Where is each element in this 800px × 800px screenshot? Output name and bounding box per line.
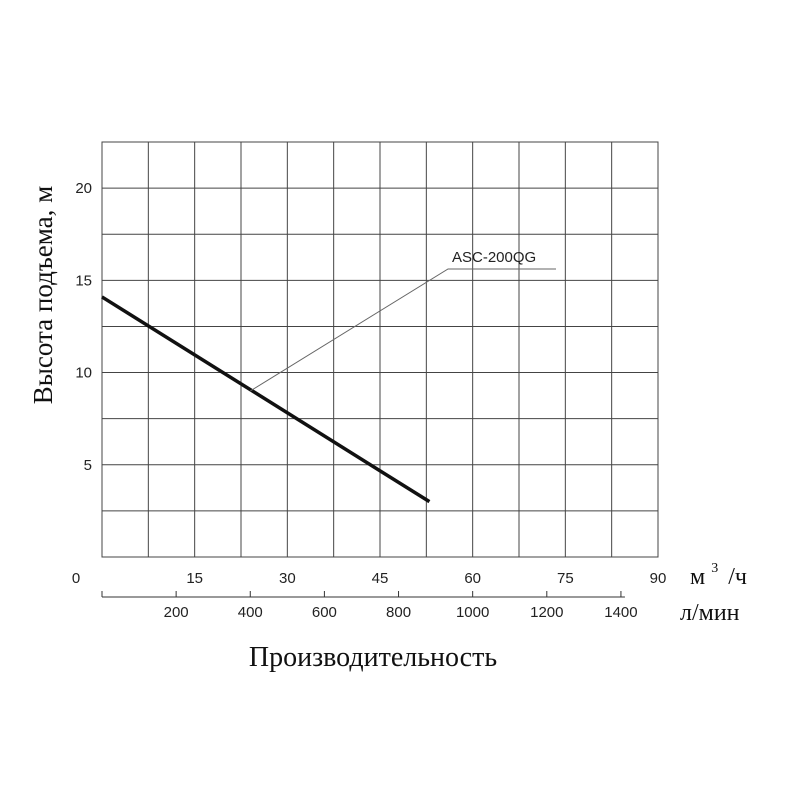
x-tick-label-m3h: 45 (372, 570, 389, 587)
x-tick-label-m3h: 90 (650, 570, 667, 587)
x-tick-label-lmin: 400 (238, 604, 263, 621)
y-tick-label: 5 (84, 457, 92, 474)
annotation-layer: ASC-200QG (250, 249, 556, 392)
x-tick-label-lmin: 800 (386, 604, 411, 621)
x-axis-title: Производительность (249, 642, 497, 673)
x-unit-m3h-sup: 3 (711, 561, 718, 576)
y-axis-title: Высота подъема, м (28, 186, 58, 404)
x-tick-label-m3h: 15 (186, 570, 203, 587)
grid (101, 141, 659, 558)
x-tick-label-lmin: 1200 (530, 604, 563, 621)
x-unit-lmin: л/мин (680, 600, 740, 626)
annotation-leader-line (250, 268, 556, 392)
y-tick-label: 15 (75, 272, 92, 289)
series-line-asc-200qg (101, 295, 431, 504)
y-tick-label: 20 (75, 180, 92, 197)
x-tick-label-m3h: 60 (464, 570, 481, 587)
x-tick-label-lmin: 1400 (604, 604, 637, 621)
x-tick-label-m3h: 0 (72, 570, 80, 587)
x-unit-m3h-rest: /ч (728, 564, 747, 590)
x-tick-label-lmin: 1000 (456, 604, 489, 621)
y-tick-label: 10 (75, 365, 92, 382)
x-unit-m3h: м 3 /ч (690, 552, 747, 590)
x-tick-label-lmin: 600 (312, 604, 337, 621)
x-tick-label-m3h: 75 (557, 570, 574, 587)
x-tick-label-lmin: 200 (164, 604, 189, 621)
x-tick-label-m3h: 30 (279, 570, 296, 587)
axes (101, 591, 625, 598)
x-unit-m3h-base: м (690, 564, 705, 590)
series-layer (101, 295, 431, 504)
annotation-label: ASC-200QG (452, 249, 536, 266)
